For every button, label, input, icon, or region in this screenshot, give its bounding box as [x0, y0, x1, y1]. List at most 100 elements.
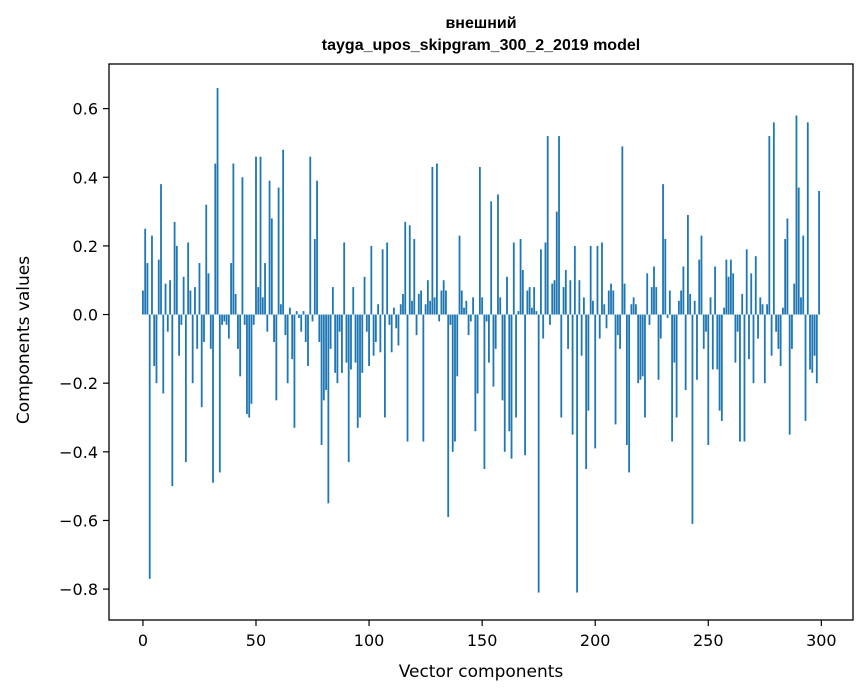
bar	[218, 314, 221, 473]
bar	[662, 184, 664, 315]
bar	[720, 314, 723, 421]
bar	[248, 314, 251, 418]
bar	[268, 180, 271, 315]
bar	[463, 307, 465, 315]
bar	[687, 215, 689, 315]
bar	[203, 314, 205, 342]
bar	[632, 297, 635, 315]
y-tick-label: −0.2	[59, 374, 98, 393]
bar	[601, 242, 603, 315]
bar	[426, 280, 429, 315]
bar	[682, 266, 685, 315]
bar	[350, 314, 352, 370]
bar	[393, 307, 395, 315]
bar	[752, 314, 755, 384]
bar	[553, 280, 556, 315]
bar	[302, 311, 305, 315]
bar	[725, 259, 728, 315]
bar	[718, 314, 721, 411]
bar	[664, 239, 667, 315]
bar	[497, 194, 499, 315]
bar	[727, 276, 730, 315]
bar	[171, 314, 174, 487]
y-axis-label: Components values	[14, 256, 34, 424]
bar	[795, 115, 798, 315]
bar	[702, 314, 705, 349]
bar	[411, 300, 413, 315]
bar	[347, 314, 350, 463]
x-axis-label: Vector components	[399, 662, 564, 682]
bar	[748, 314, 750, 360]
bar	[447, 314, 450, 518]
bar	[458, 235, 461, 315]
bar	[187, 242, 190, 315]
y-tick-label: −0.6	[59, 511, 98, 530]
bar	[592, 300, 594, 315]
bar	[318, 314, 321, 342]
bar	[162, 314, 165, 394]
bar	[813, 314, 816, 356]
bar	[352, 287, 355, 315]
bar	[546, 136, 549, 315]
plot-frame	[108, 63, 854, 621]
bar	[802, 235, 805, 315]
bar	[754, 256, 757, 315]
bar	[560, 314, 563, 418]
y-tick-label: 0.2	[73, 237, 98, 256]
bar	[761, 304, 764, 315]
bar	[424, 304, 427, 315]
bar	[696, 314, 698, 380]
bar	[402, 293, 404, 315]
bar	[298, 314, 300, 318]
bar	[212, 314, 214, 483]
bar	[788, 314, 791, 435]
bar	[374, 314, 377, 342]
bar	[241, 177, 244, 315]
bar	[454, 314, 456, 442]
bar	[417, 293, 420, 315]
bar	[273, 314, 275, 342]
chart-subtitle: tayga_upos_skipgram_300_2_2019 model	[322, 37, 640, 54]
bar	[637, 314, 640, 384]
bar	[716, 314, 719, 370]
bar	[184, 314, 187, 463]
y-tick-label: 0.4	[73, 168, 98, 187]
bar	[189, 290, 192, 315]
bar	[542, 314, 545, 339]
bar	[779, 314, 782, 367]
bar	[530, 307, 533, 315]
bar	[356, 314, 359, 428]
bar	[596, 245, 599, 315]
bar	[157, 259, 160, 315]
bar	[399, 304, 402, 315]
bar	[404, 221, 407, 315]
bar	[512, 242, 515, 315]
bar	[286, 314, 289, 384]
bar	[770, 314, 773, 356]
bar	[472, 297, 474, 315]
bar	[709, 297, 712, 315]
bar	[589, 245, 592, 315]
bar	[237, 314, 239, 349]
bar	[772, 122, 775, 315]
bar	[293, 314, 296, 428]
bar	[526, 290, 529, 315]
bar	[368, 314, 370, 367]
bar	[478, 166, 481, 315]
bar	[492, 314, 495, 387]
bar	[483, 314, 486, 469]
x-tick-label: 300	[806, 631, 837, 650]
bar	[277, 187, 280, 315]
bar	[467, 314, 470, 336]
bar	[741, 293, 744, 315]
bar	[331, 287, 334, 315]
bar	[567, 314, 569, 349]
bar	[365, 314, 368, 332]
bar	[175, 245, 178, 315]
bar	[558, 136, 560, 315]
bar	[533, 287, 536, 315]
bar	[623, 283, 626, 315]
bar	[289, 307, 291, 315]
bar	[422, 314, 425, 442]
bar	[549, 314, 551, 325]
